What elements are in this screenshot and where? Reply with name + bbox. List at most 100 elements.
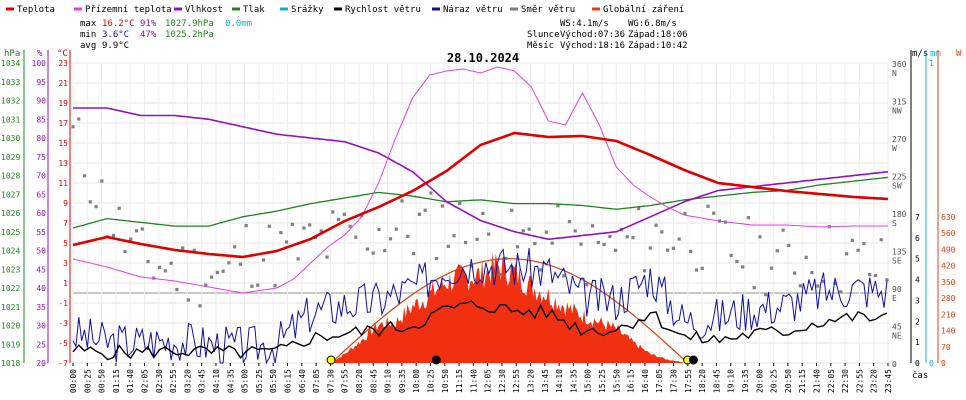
hpa-tick-label: 1032: [1, 97, 20, 106]
wind-dir-point: [94, 205, 98, 209]
hpa-tick-label: 1034: [1, 59, 20, 68]
sunrise-marker: [326, 355, 336, 365]
wind-dir-point: [585, 283, 589, 287]
temp-tick-label: 19: [58, 99, 68, 108]
wind-dir-point: [238, 262, 243, 266]
wind-dir-point: [163, 269, 167, 273]
x-tick-label: 00:25: [83, 369, 92, 393]
wind-dir-point: [388, 237, 393, 241]
hpa-tick-label: 1028: [1, 172, 20, 181]
x-tick-label: 17:30: [670, 369, 679, 393]
wind-dir-point: [527, 227, 531, 231]
x-tick-label: 22:55: [855, 369, 864, 393]
wind-wg: WG:6.8m/s: [628, 19, 677, 29]
pct-tick-label: 60: [36, 209, 46, 218]
wind-dir-point: [458, 201, 462, 205]
wind-dir-point: [308, 223, 312, 227]
temp-tick-label: 3: [63, 259, 68, 268]
x-tick-label: 21:15: [798, 369, 807, 393]
wind-dir-point: [429, 191, 433, 195]
x-tick-label: 12:55: [512, 369, 521, 393]
dir-tick-label: 225: [892, 173, 907, 182]
x-tick-label: 21:40: [813, 369, 822, 393]
legend-label: Teplota: [17, 5, 55, 15]
wind-dir-point: [689, 249, 693, 253]
wind-dir-point: [487, 232, 491, 236]
wind-dir-point: [671, 246, 675, 250]
wind-dir-point: [71, 125, 75, 129]
x-tick-label: 05:50: [269, 369, 278, 393]
wind-dir-point: [666, 248, 670, 252]
wind-dir-point: [267, 224, 271, 228]
pct-tick-label: 75: [36, 153, 46, 162]
w-tick-label: 70: [941, 343, 951, 352]
dir-tick-label: 90: [892, 285, 902, 294]
wind-dir-point: [140, 227, 144, 231]
w-tick-label: 350: [941, 278, 956, 287]
x-tick-label: 09:10: [384, 369, 393, 393]
wind-dir-point: [746, 216, 751, 220]
stats-min-label: min: [80, 30, 96, 40]
wind-dir-point: [683, 211, 687, 216]
wind-dir-point: [412, 251, 416, 256]
ms-tick-label: 1: [915, 338, 920, 347]
wind-dir-point: [463, 240, 468, 245]
ms-tick-label: 5: [915, 255, 920, 264]
pct-tick-label: 30: [36, 322, 46, 331]
mm-unit: mm: [930, 49, 941, 59]
ms-unit: m/s: [912, 49, 928, 59]
wind-dir-point: [186, 298, 191, 302]
wind-dir-point: [400, 199, 404, 203]
moon-rise: Východ:18:16: [560, 41, 625, 51]
x-tick-label: 01:15: [112, 369, 121, 393]
x-tick-label: 15:00: [584, 369, 593, 393]
dir-tick-label: 180: [892, 210, 907, 219]
x-tick-label: 12:30: [498, 369, 507, 393]
temp-unit: °C: [57, 49, 68, 59]
wind-dir-point: [342, 212, 346, 216]
wind-dir-point: [371, 251, 375, 255]
pct-tick-label: 80: [36, 134, 46, 143]
wind-dir-point: [319, 229, 323, 233]
dir-tick-letter: SW: [892, 182, 902, 191]
stats-min-temp: 3.6°C: [102, 30, 129, 40]
legend-label: Globální záření: [603, 5, 684, 15]
wind-dir-point: [481, 211, 485, 216]
wind-dir-point: [215, 270, 219, 275]
x-tick-label: 10:00: [412, 369, 421, 393]
x-tick-label: 12:05: [484, 369, 493, 393]
wind-dir-point: [741, 265, 745, 269]
temp-tick-label: 21: [58, 79, 68, 88]
wind-dir-point: [261, 258, 266, 262]
dir-tick-letter: N: [892, 69, 897, 78]
stats-max-temp: 16.2°C: [102, 19, 135, 29]
wind-dir-point: [88, 200, 92, 204]
wind-dir-point: [885, 278, 889, 282]
wind-dir-point: [862, 241, 866, 246]
x-tick-label: 07:05: [312, 369, 321, 393]
wind-dir-point: [440, 204, 445, 208]
x-tick-label: 15:25: [598, 369, 607, 393]
wind-dir-point: [654, 223, 658, 227]
clear-sky-curve: [330, 258, 689, 364]
pct-tick-label: 70: [36, 172, 46, 181]
chart-legend: Teplota Přízemní teplota Vlhkost Tlak Srážky…: [6, 5, 684, 15]
wind-dir-point: [590, 224, 595, 228]
wind-dir-point: [573, 229, 577, 233]
ms-tick-label: 7: [915, 213, 920, 222]
hpa-tick-label: 1020: [1, 322, 20, 331]
x-tick-label: 16:15: [627, 369, 636, 393]
wind-dir-point: [533, 241, 537, 246]
x-tick-label: 23:20: [870, 369, 879, 393]
x-tick-label: 04:10: [212, 369, 221, 393]
wind-dir-point: [134, 229, 139, 233]
stats-max-press: 1027.9hPa: [165, 19, 214, 29]
wind-dir-point: [100, 179, 104, 183]
hpa-tick-label: 1019: [1, 340, 20, 349]
x-tick-label: 05:25: [255, 369, 264, 393]
w-tick-label: 420: [941, 262, 956, 271]
wind-dir-point: [498, 272, 502, 277]
wind-dir-point: [111, 233, 116, 238]
pct-tick-label: 50: [36, 247, 46, 256]
